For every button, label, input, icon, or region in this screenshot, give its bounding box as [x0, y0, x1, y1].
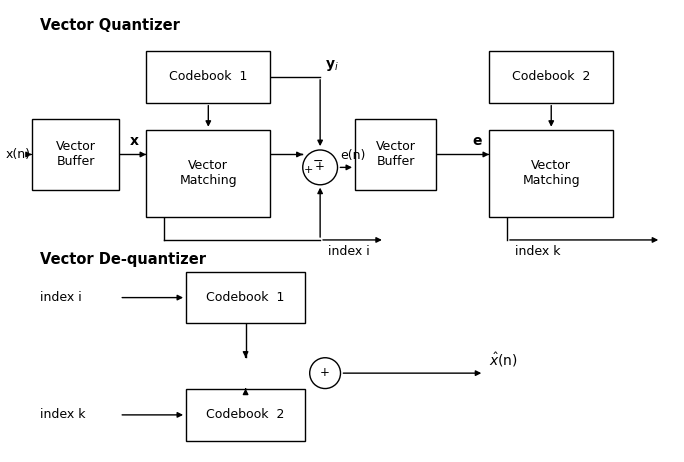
Text: x(n): x(n): [6, 148, 31, 161]
Text: −: −: [313, 155, 324, 168]
Bar: [489, 51, 614, 103]
Bar: [32, 119, 119, 190]
Text: Vector
Buffer: Vector Buffer: [55, 140, 96, 169]
Text: Vector
Matching: Vector Matching: [179, 159, 237, 188]
Bar: [146, 51, 270, 103]
Text: index i: index i: [40, 291, 81, 304]
Text: $\mathbf{x}$: $\mathbf{x}$: [129, 134, 140, 148]
Text: index i: index i: [328, 245, 370, 258]
Circle shape: [303, 150, 337, 185]
Bar: [186, 272, 305, 323]
Circle shape: [310, 358, 341, 389]
Text: +: +: [320, 365, 330, 379]
Bar: [186, 389, 305, 441]
Text: Vector Quantizer: Vector Quantizer: [40, 18, 180, 33]
Text: Vector De-quantizer: Vector De-quantizer: [40, 252, 206, 267]
Text: Codebook  2: Codebook 2: [512, 70, 590, 84]
Text: index k: index k: [40, 408, 86, 421]
Bar: [489, 130, 614, 217]
Text: $\mathbf{y}_i$: $\mathbf{y}_i$: [325, 58, 339, 73]
Text: $\mathbf{e}$: $\mathbf{e}$: [473, 134, 483, 148]
Bar: [355, 119, 436, 190]
Text: e(n): e(n): [341, 149, 366, 163]
Text: +: +: [304, 165, 313, 176]
Bar: [146, 130, 270, 217]
Text: +: +: [315, 160, 325, 173]
Text: $\hat{x}$(n): $\hat{x}$(n): [489, 351, 518, 369]
Text: Vector
Buffer: Vector Buffer: [376, 140, 416, 169]
Text: index k: index k: [515, 245, 560, 258]
Text: Codebook  1: Codebook 1: [169, 70, 248, 84]
Text: Vector
Matching: Vector Matching: [523, 159, 580, 188]
Text: Codebook  2: Codebook 2: [207, 408, 285, 421]
Text: Codebook  1: Codebook 1: [207, 291, 285, 304]
